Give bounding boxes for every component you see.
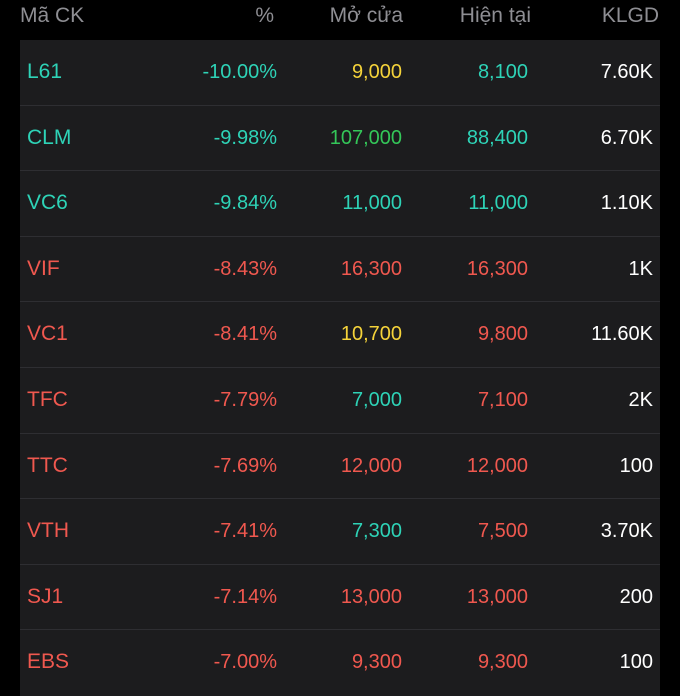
open-price: 12,000	[340, 454, 402, 477]
open-price: 107,000	[329, 126, 402, 149]
trading-volume: 3.70K	[600, 520, 653, 543]
table-row[interactable]: VC1 -8.41% 10,700 9,800 11.60K	[20, 302, 660, 368]
open-price: 10,700	[340, 323, 402, 346]
stock-table: L61 -10.00% 9,000 8,100 7.60K CLM -9.98% 107,00…	[20, 40, 660, 696]
stock-code: SJ1	[27, 584, 64, 608]
current-price: 88,400	[466, 126, 528, 149]
trading-volume: 1.10K	[600, 192, 653, 215]
table-row[interactable]: VC6 -9.84% 11,000 11,000 1.10K	[20, 171, 660, 237]
stock-code: VIF	[27, 256, 60, 280]
stock-code: L61	[27, 60, 63, 83]
change-percent: -8.41%	[213, 323, 277, 346]
change-percent: -8.43%	[213, 257, 277, 280]
open-price: 7,300	[351, 520, 402, 543]
table-header: Mã CK % Mở cửa Hiện tại KLGD	[0, 0, 680, 34]
header-percent[interactable]: %	[255, 4, 274, 27]
current-price: 9,800	[477, 323, 528, 346]
open-price: 9,000	[351, 61, 402, 83]
trading-volume: 1K	[628, 257, 653, 280]
current-price: 8,100	[477, 61, 528, 83]
header-open-price[interactable]: Mở cửa	[329, 4, 403, 27]
stock-code: CLM	[27, 125, 72, 149]
change-percent: -7.41%	[213, 520, 277, 543]
table-row[interactable]: CLM -9.98% 107,000 88,400 6.70K	[20, 105, 660, 172]
change-percent: -7.79%	[213, 388, 277, 411]
current-price: 11,000	[468, 192, 528, 215]
header-volume[interactable]: KLGD	[601, 4, 659, 27]
header-code[interactable]: Mã CK	[20, 4, 85, 27]
open-price: 11,000	[342, 192, 402, 215]
current-price: 7,100	[477, 388, 528, 411]
current-price: 13,000	[466, 585, 528, 608]
trading-volume: 6.70K	[600, 126, 653, 149]
current-price: 16,300	[466, 257, 528, 280]
stock-code: TFC	[27, 387, 68, 411]
trading-volume: 11.60K	[591, 323, 653, 346]
change-percent: -7.14%	[213, 585, 277, 608]
change-percent: -10.00%	[202, 61, 278, 83]
trading-volume: 100	[619, 651, 653, 674]
trading-volume: 100	[619, 454, 653, 477]
trading-volume: 7.60K	[600, 61, 653, 83]
change-percent: -7.69%	[213, 454, 277, 477]
stock-code: VC1	[27, 322, 68, 346]
table-row[interactable]: SJ1 -7.14% 13,000 13,000 200	[20, 564, 660, 631]
table-row[interactable]: VTH -7.41% 7,300 7,500 3.70K	[20, 499, 660, 565]
stock-code: EBS	[27, 650, 70, 674]
table-row[interactable]: TFC -7.79% 7,000 7,100 2K	[20, 367, 660, 434]
open-price: 13,000	[340, 585, 402, 608]
stock-code: TTC	[27, 453, 68, 477]
open-price: 9,300	[351, 651, 402, 674]
header-current-price[interactable]: Hiện tại	[459, 4, 531, 27]
change-percent: -7.00%	[213, 651, 277, 674]
current-price: 7,500	[477, 520, 528, 543]
change-percent: -9.98%	[213, 126, 277, 149]
table-row[interactable]: VIF -8.43% 16,300 16,300 1K	[20, 236, 660, 303]
table-row[interactable]: L61 -10.00% 9,000 8,100 7.60K	[20, 40, 660, 106]
table-row[interactable]: TTC -7.69% 12,000 12,000 100	[20, 433, 660, 500]
trading-volume: 2K	[628, 388, 653, 411]
current-price: 12,000	[466, 454, 528, 477]
trading-volume: 200	[619, 585, 653, 608]
stock-code: VC6	[27, 191, 68, 215]
open-price: 7,000	[351, 388, 402, 411]
stock-code: VTH	[27, 519, 69, 543]
table-row[interactable]: EBS -7.00% 9,300 9,300 100	[20, 630, 660, 696]
open-price: 16,300	[340, 257, 402, 280]
current-price: 9,300	[477, 651, 528, 674]
change-percent: -9.84%	[213, 192, 277, 215]
